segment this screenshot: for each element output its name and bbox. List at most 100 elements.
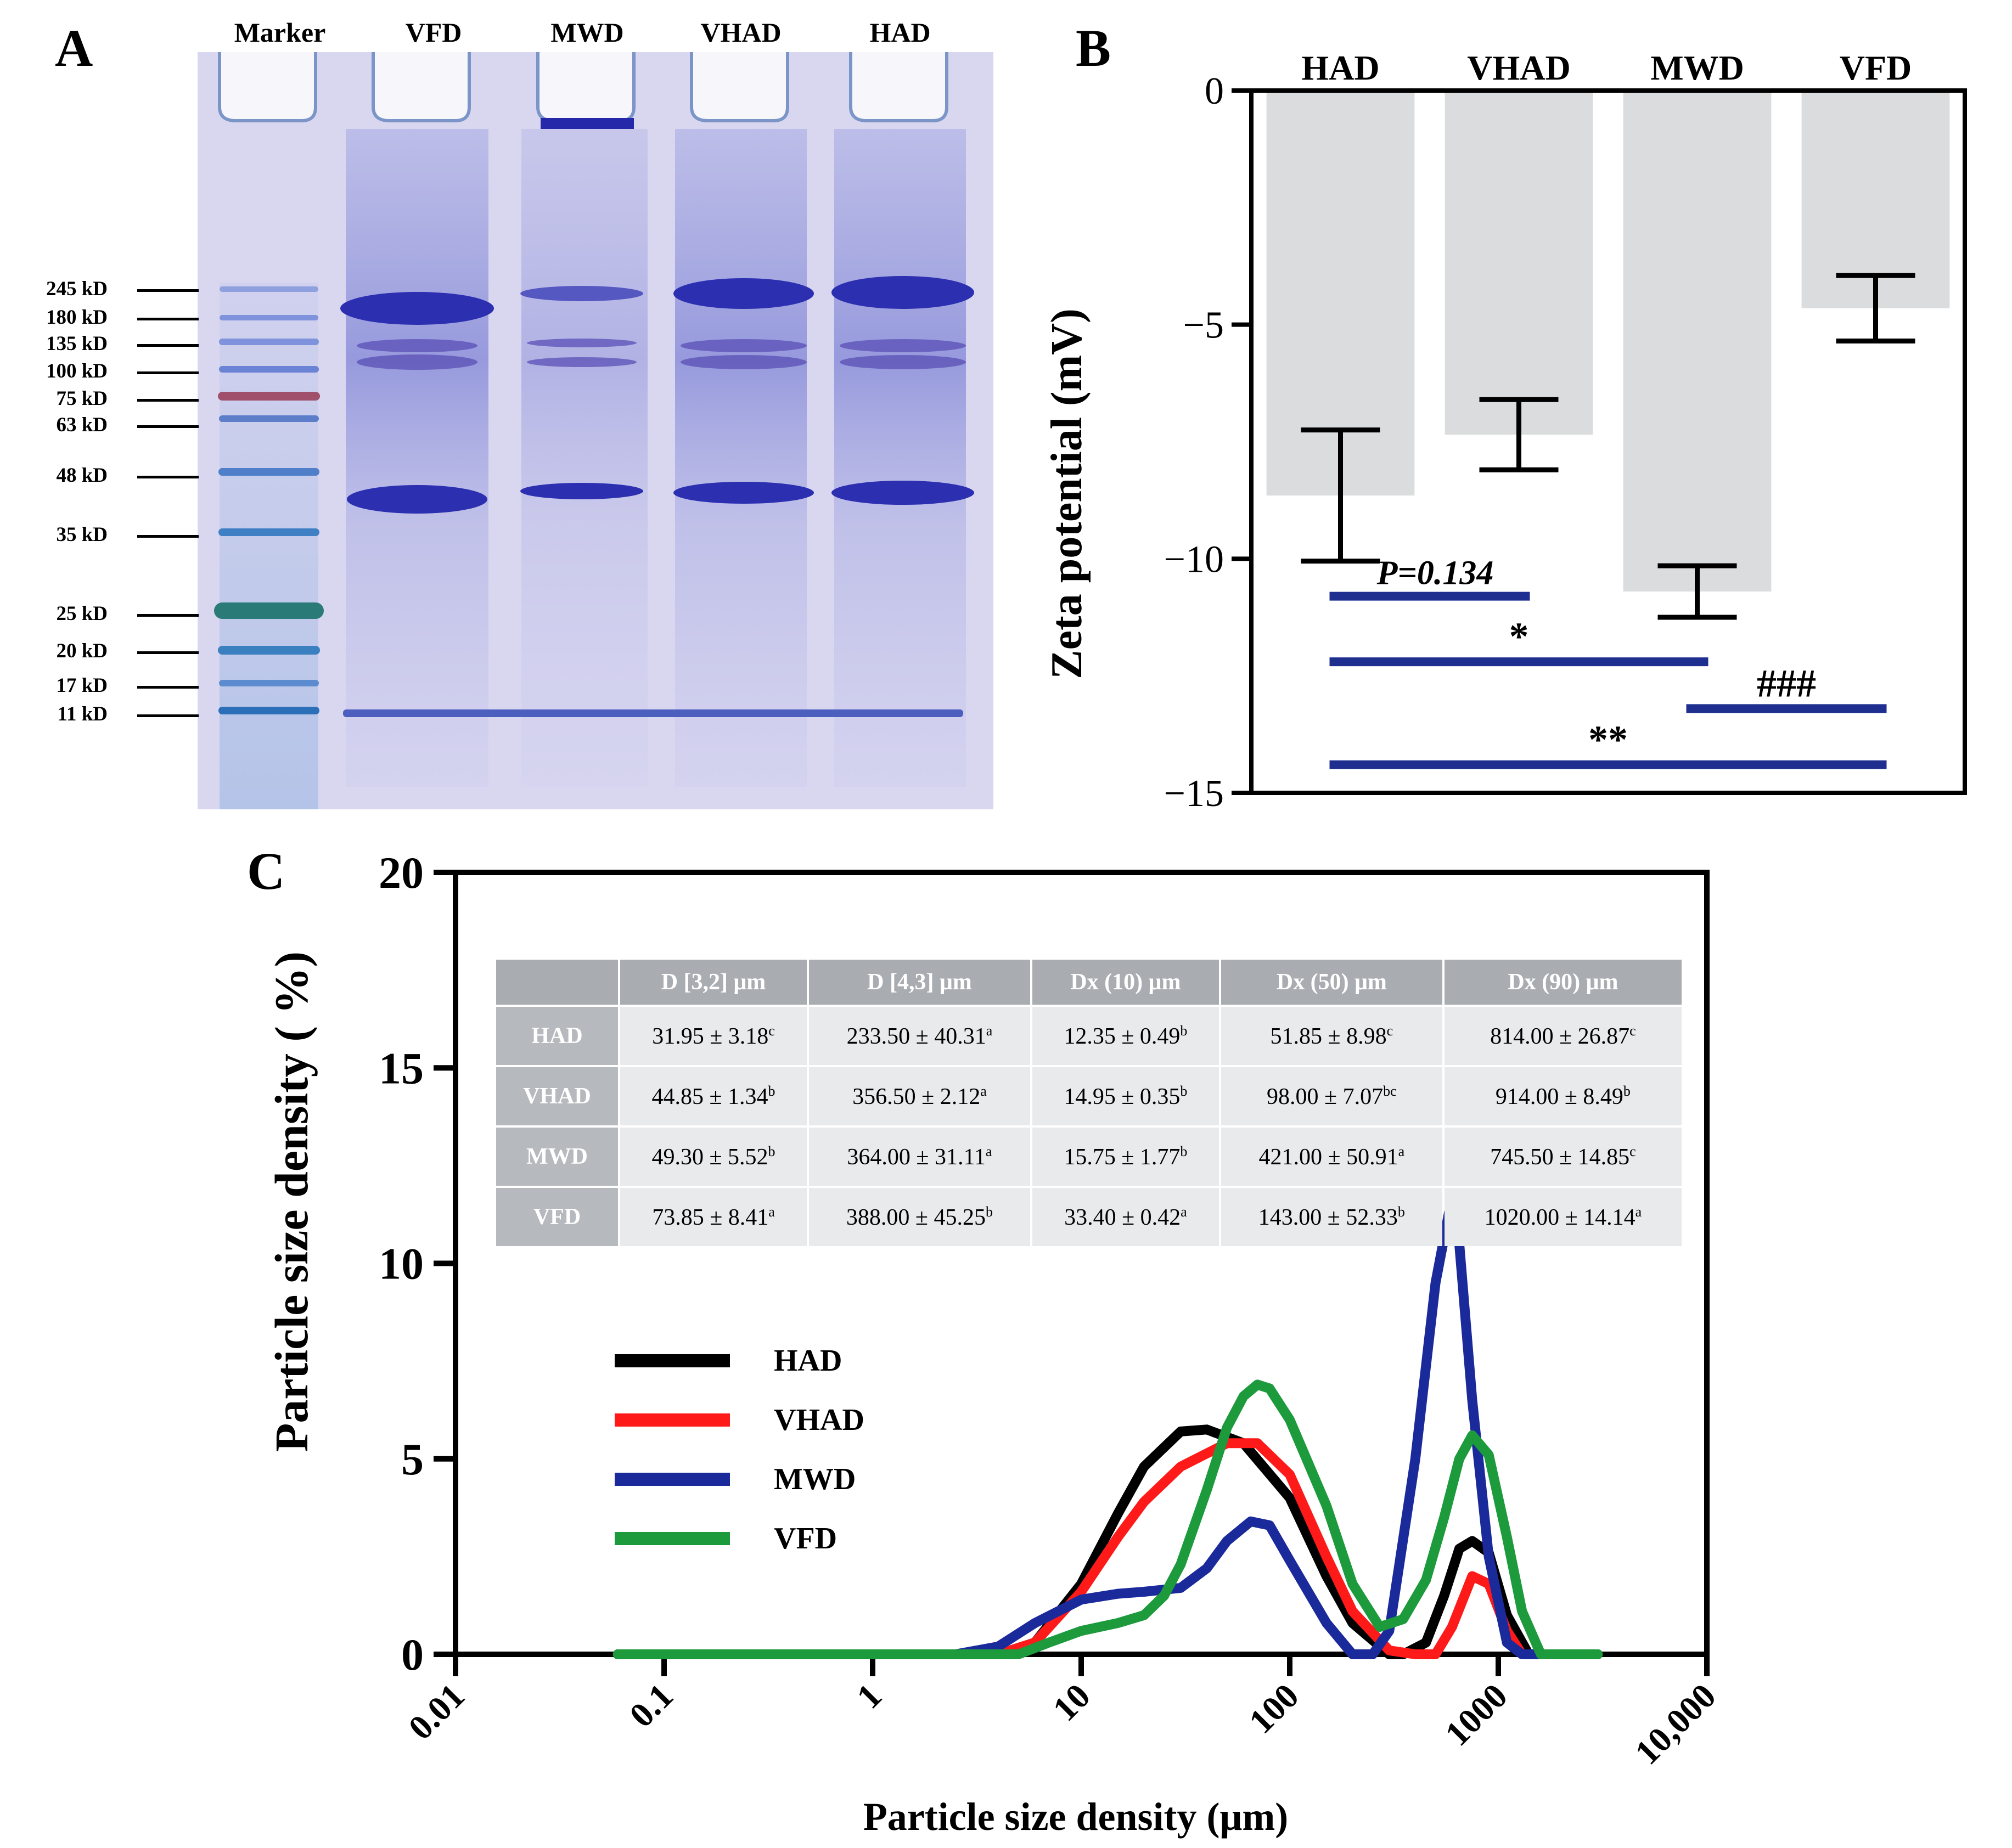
x-tick-label: 1	[849, 1676, 889, 1716]
gel-panel: Marker VFD MWD VHAD HAD	[0, 0, 1021, 812]
mw-label: 180 kD	[46, 306, 108, 329]
x-tick-label: 100	[1241, 1676, 1306, 1741]
y-axis-label: Zeta potential (mV)	[1043, 308, 1091, 679]
lane-label-mwd: MWD	[550, 17, 624, 48]
significance-label: ###	[1757, 661, 1816, 705]
y-tick-label: 5	[401, 1434, 424, 1484]
table-cell: 421.00 ± 50.91a	[1221, 1128, 1442, 1186]
mw-label: 75 kD	[56, 387, 108, 410]
mw-label: 25 kD	[56, 602, 108, 625]
significance-label: *	[1509, 615, 1529, 658]
y-tick-label: 0	[401, 1630, 424, 1680]
table-header: D [3,2] μm	[620, 960, 807, 1005]
bar-vhad	[1445, 91, 1593, 435]
table-cell: 914.00 ± 8.49b	[1444, 1067, 1682, 1125]
y-axis-label: Particle size density ( %)	[265, 951, 318, 1452]
mw-tick	[137, 344, 199, 347]
mw-label: 17 kD	[56, 674, 108, 697]
significance-label: P=0.134	[1376, 555, 1494, 592]
category-label-vfd: VFD	[1840, 48, 1912, 87]
particle-size-table: D [3,2] μm D [4,3] μm Dx (10) μm Dx (50) μm…	[494, 957, 1684, 1248]
legend-label-had: HAD	[774, 1344, 842, 1378]
table-cell: 745.50 ± 14.85c	[1444, 1128, 1682, 1186]
table-cell: 356.50 ± 2.12a	[809, 1067, 1030, 1125]
table-row: HAD 31.95 ± 3.18c 233.50 ± 40.31a 12.35 ± 0…	[496, 1007, 1682, 1065]
mw-tick	[137, 318, 199, 320]
table-header: Dx (90) μm	[1444, 960, 1682, 1005]
y-tick-label: −15	[1164, 773, 1224, 815]
table-row: VHAD 44.85 ± 1.34b 356.50 ± 2.12a 14.95 ± 0…	[496, 1067, 1682, 1125]
category-label-mwd: MWD	[1650, 48, 1744, 87]
mw-label: 63 kD	[56, 414, 108, 436]
mw-label: 135 kD	[46, 333, 108, 355]
table-cell: 814.00 ± 26.87c	[1444, 1007, 1682, 1065]
table-header: Dx (50) μm	[1221, 960, 1442, 1005]
panel-b-letter: B	[1076, 19, 1111, 77]
table-row: VFD 73.85 ± 8.41a 388.00 ± 45.25b 33.40 ± 0…	[496, 1188, 1682, 1246]
mw-tick	[137, 535, 199, 538]
series-line-had	[612, 1424, 1603, 1659]
x-tick-label: 0.01	[401, 1676, 471, 1747]
mw-tick	[137, 425, 199, 428]
zeta-bar-chart: P=0.134 * ### ** HAD VHAD MWD VFD 0 −5 −10 −15 Zet…	[1043, 48, 1967, 815]
legend-label-vhad: VHAD	[774, 1403, 864, 1437]
mw-tick	[137, 614, 199, 617]
mw-tick	[137, 686, 199, 689]
panel-a-letter: A	[55, 19, 93, 77]
mw-label: 48 kD	[56, 464, 108, 487]
table-row-label: VHAD	[496, 1067, 618, 1125]
table-row-label: MWD	[496, 1128, 618, 1186]
bar-vfd	[1801, 91, 1950, 308]
mw-label: 245 kD	[46, 278, 108, 300]
lane-label-vfd: VFD	[405, 17, 462, 48]
table-cell: 98.00 ± 7.07bc	[1221, 1067, 1442, 1125]
table-cell: 33.40 ± 0.42a	[1032, 1188, 1219, 1246]
table-cell: 12.35 ± 0.49b	[1032, 1007, 1219, 1065]
table-corner	[496, 960, 618, 1005]
table-row-label: HAD	[496, 1007, 618, 1065]
legend-label-vfd: VFD	[774, 1522, 837, 1556]
panel-c-letter: C	[247, 842, 285, 900]
table-cell: 15.75 ± 1.77b	[1032, 1128, 1219, 1186]
table-cell: 233.50 ± 40.31a	[809, 1007, 1030, 1065]
gel-image	[198, 52, 993, 809]
table-cell: 1020.00 ± 14.14a	[1444, 1188, 1682, 1246]
lane-label-had: HAD	[869, 17, 931, 48]
mw-label: 35 kD	[56, 523, 108, 546]
table-cell: 44.85 ± 1.34b	[620, 1067, 807, 1125]
y-tick-label: 0	[1205, 70, 1224, 112]
mw-tick	[137, 476, 199, 478]
significance-label: **	[1588, 718, 1628, 762]
table-cell: 143.00 ± 52.33b	[1221, 1188, 1442, 1246]
x-axis-label: Particle size density (μm)	[863, 1795, 1289, 1839]
mw-label: 20 kD	[56, 640, 108, 662]
x-tick-label: 0.1	[622, 1676, 681, 1735]
x-tick-label: 1000	[1437, 1676, 1515, 1754]
mw-label: 100 kD	[46, 360, 108, 382]
table-cell: 73.85 ± 8.41a	[620, 1188, 807, 1246]
y-tick-label: −5	[1183, 305, 1224, 347]
mw-label: 11 kD	[57, 703, 108, 725]
table-cell: 364.00 ± 31.11a	[809, 1128, 1030, 1186]
plot-frame	[1249, 88, 1967, 795]
x-tick-label: 10	[1045, 1676, 1097, 1728]
category-label-had: HAD	[1301, 48, 1379, 87]
x-tick-label: 10,000	[1627, 1676, 1723, 1772]
y-tick-label: −10	[1164, 538, 1224, 581]
bar-mwd	[1623, 91, 1772, 592]
table-cell: 49.30 ± 5.52b	[620, 1128, 807, 1186]
table-cell: 14.95 ± 0.35b	[1032, 1067, 1219, 1125]
table-cell: 388.00 ± 45.25b	[809, 1188, 1030, 1246]
table-header: D [4,3] μm	[809, 960, 1030, 1005]
table-row-label: VFD	[496, 1188, 618, 1246]
y-tick-label: 10	[379, 1239, 424, 1289]
category-label-vhad: VHAD	[1467, 48, 1570, 87]
table-cell: 31.95 ± 3.18c	[620, 1007, 807, 1065]
mw-tick	[137, 714, 199, 717]
series-line-mwd	[612, 1207, 1603, 1659]
mw-tick	[137, 289, 199, 292]
legend-label-mwd: MWD	[774, 1462, 856, 1496]
mw-tick	[137, 399, 199, 402]
y-tick-label: 20	[379, 848, 424, 898]
